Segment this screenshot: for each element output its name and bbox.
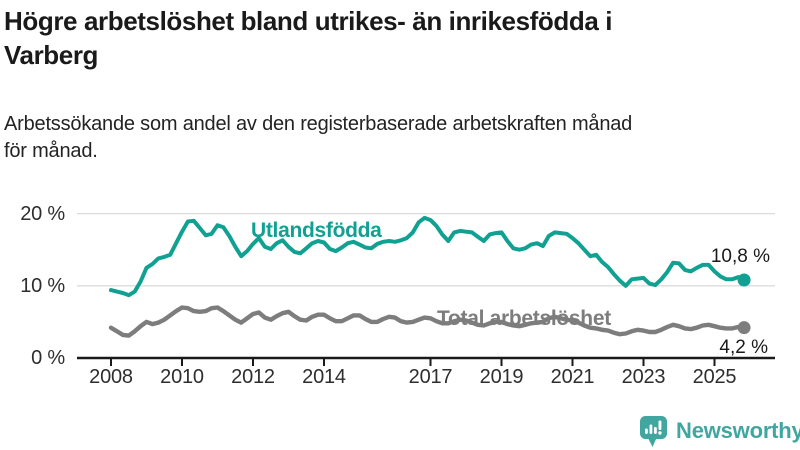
chart-subtitle: Arbetssökande som andel av den registerb… <box>4 113 633 135</box>
line-series-total <box>108 305 747 338</box>
x-tick-label: 2017 <box>408 366 453 388</box>
newsworthy-logo-icon <box>640 416 667 447</box>
line-series-utlandsfodda <box>109 215 747 298</box>
y-tick-label: 20 % <box>20 202 65 225</box>
x-tick-label: 2014 <box>302 366 346 388</box>
y-tick-label: 0 % <box>31 347 65 369</box>
x-tick-label: 2008 <box>89 366 133 388</box>
chart-subtitle-line2: för månad. <box>4 140 98 162</box>
x-tick-label: 2021 <box>550 366 595 388</box>
line-chart-plot-area <box>77 212 775 366</box>
x-tick-label: 2012 <box>231 366 275 388</box>
page-title-line2: Varberg <box>4 40 99 70</box>
end-dot-utlandsfodda <box>737 273 751 287</box>
x-tick-label: 2010 <box>160 366 204 388</box>
end-value-label-utlandsfodda: 10,8 % <box>710 246 770 267</box>
x-tick-label: 2019 <box>479 366 524 388</box>
x-tick-label: 2025 <box>692 366 737 388</box>
newsworthy-logo-text: Newsworthy <box>676 418 800 443</box>
series-label-utlandsfodda: Utlandsfödda <box>251 219 382 242</box>
y-tick-label: 10 % <box>20 274 65 297</box>
series-label-total-arbetsloshet: Total arbetslöshet <box>437 307 611 330</box>
end-value-label-total: 4,2 % <box>719 337 768 358</box>
x-tick-label: 2023 <box>621 366 666 388</box>
end-dot-total <box>737 321 751 335</box>
page-title: Högre arbetslöshet bland utrikes- än inr… <box>4 6 613 36</box>
newsworthy-logo[interactable]: Newsworthy <box>639 413 800 449</box>
